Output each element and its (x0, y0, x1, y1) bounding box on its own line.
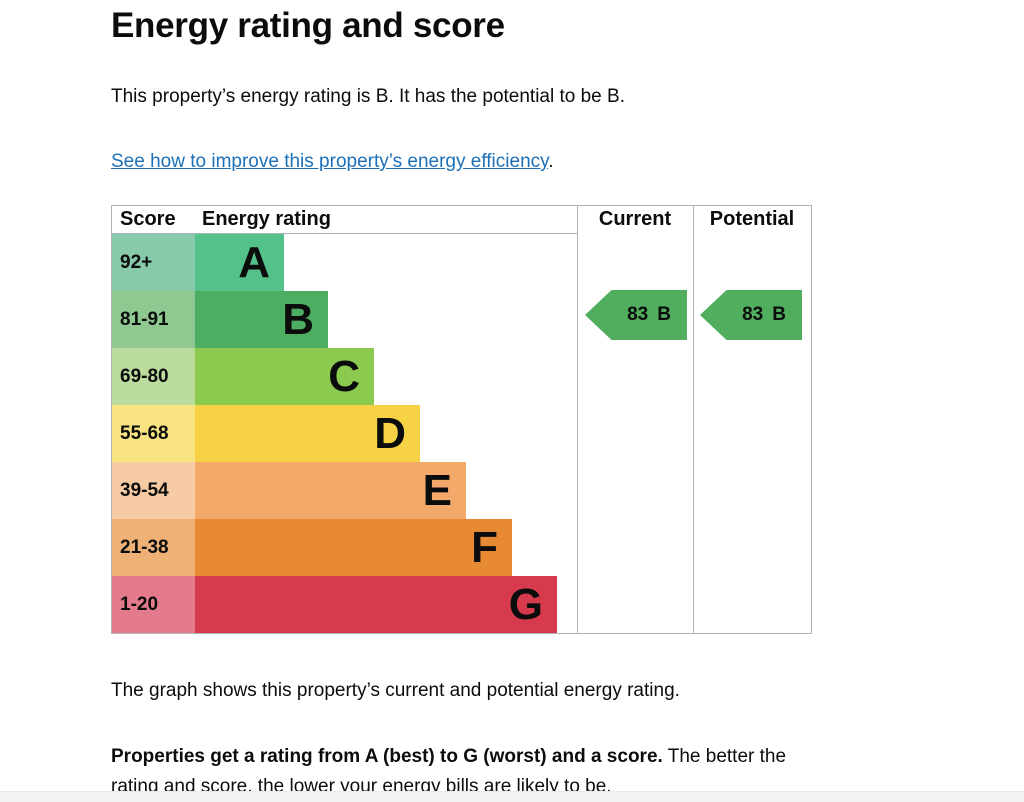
improve-paragraph: See how to improve this property’s energ… (111, 150, 713, 174)
band-bar-e: E (195, 462, 466, 519)
potential-column-divider (693, 206, 694, 633)
current-rating-band: B (657, 304, 671, 325)
score-range-a: 92+ (112, 234, 195, 291)
score-range-f: 21-38 (112, 519, 195, 576)
column-header-current: Current (598, 208, 672, 230)
potential-rating-score: 83 (742, 304, 764, 325)
main-content: Energy rating and score This property’s … (111, 6, 812, 797)
link-period: . (548, 151, 554, 172)
score-range-d: 55-68 (112, 405, 195, 462)
band-row-g: 1-20 G (112, 576, 578, 633)
column-header-score: Score (120, 208, 176, 230)
score-range-g: 1-20 (112, 576, 195, 633)
band-row-c: 69-80 C (112, 348, 578, 405)
band-row-e: 39-54 E (112, 462, 578, 519)
epc-rating-chart: Score Energy rating Current Potential 92… (111, 205, 812, 634)
rating-summary-text: This property’s energy rating is B. It h… (111, 86, 625, 107)
score-range-e: 39-54 (112, 462, 195, 519)
band-bar-a: A (195, 234, 284, 291)
band-row-b: 81-91 B (112, 291, 578, 348)
band-bar-c: C (195, 348, 374, 405)
band-bar-d: D (195, 405, 420, 462)
band-bar-f: F (195, 519, 512, 576)
band-bar-b: B (195, 291, 328, 348)
next-section-edge (0, 791, 1024, 802)
improve-efficiency-link[interactable]: See how to improve this property’s energ… (111, 151, 549, 172)
column-header-energy-rating: Energy rating (202, 208, 331, 230)
band-row-a: 92+ A (112, 234, 578, 291)
current-rating-score: 83 (627, 304, 649, 325)
current-column-divider (577, 206, 578, 633)
graph-note-text: The graph shows this property’s current … (111, 680, 680, 701)
rating-explanation-bold: Properties get a rating from A (best) to… (111, 746, 663, 767)
band-row-d: 55-68 D (112, 405, 578, 462)
band-row-f: 21-38 F (112, 519, 578, 576)
score-range-b: 81-91 (112, 291, 195, 348)
column-header-potential: Potential (709, 208, 795, 230)
header-underline (112, 233, 578, 234)
band-bar-g: G (195, 576, 557, 633)
score-range-c: 69-80 (112, 348, 195, 405)
page-title: Energy rating and score (111, 6, 505, 45)
potential-rating-band: B (772, 304, 786, 325)
current-rating-arrow: 83 B (585, 290, 687, 340)
potential-rating-arrow: 83 B (700, 290, 802, 340)
